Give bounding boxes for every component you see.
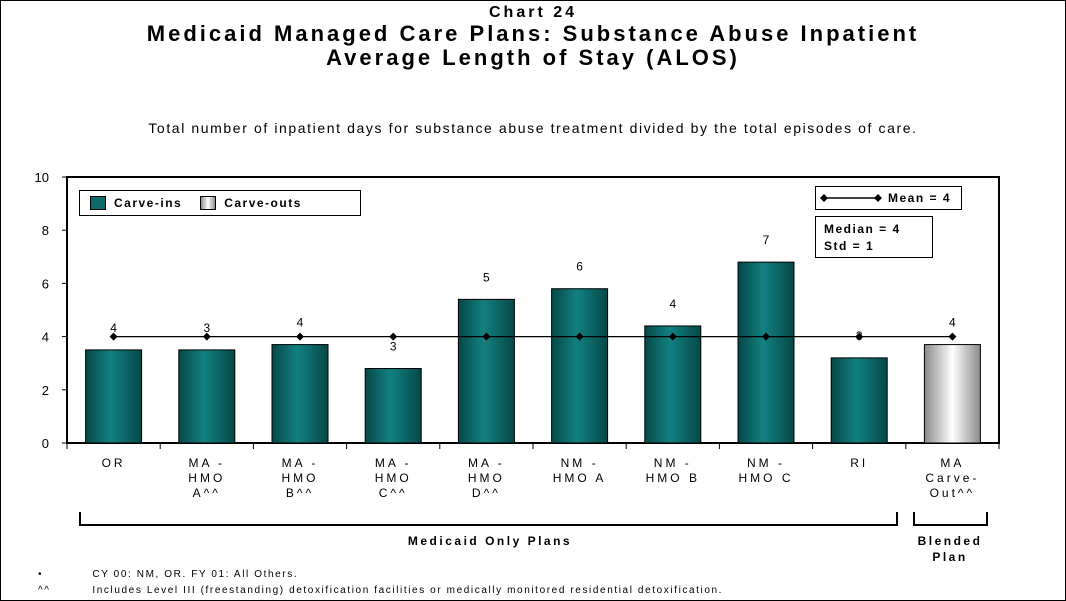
data-label-0: 4 (110, 321, 117, 335)
bar-0 (85, 349, 143, 444)
y-axis: 0 2 4 6 8 10 (35, 170, 67, 451)
y-tick-label-4: 8 (42, 223, 49, 238)
carve-ins-swatch (90, 196, 106, 210)
y-tick-label-3: 6 (42, 276, 49, 291)
mean-marker-0 (109, 332, 118, 341)
bar-8 (830, 357, 888, 444)
bar-7 (737, 261, 795, 444)
bar-3 (364, 368, 422, 444)
bracket-medicaid-only (79, 512, 898, 526)
category-label-0: OR (101, 456, 126, 470)
mean-marker-4 (482, 332, 491, 341)
bar-9 (923, 344, 981, 444)
chart-number: Chart 24 (488, 4, 578, 21)
category-label-6: NM - HMO B (645, 456, 700, 485)
bar-4 (457, 298, 515, 444)
legend-carve-outs-label: Carve-outs (224, 196, 302, 210)
mean-marker-5 (575, 332, 584, 341)
y-tick-label-0: 0 (42, 436, 49, 451)
category-label-7: NM - HMO C (738, 456, 794, 485)
mean-line-legend-icon (820, 194, 882, 202)
legend-carve-ins-label: Carve-ins (114, 196, 183, 210)
stats-box: Median = 4 Std = 1 (815, 216, 933, 258)
y-tick-label-2: 4 (42, 330, 49, 345)
mean-marker-7 (762, 332, 770, 341)
chart-subtitle: Total number of inpatient days for subst… (148, 120, 918, 136)
carve-outs-swatch (200, 196, 217, 210)
mean-marker-9 (948, 332, 957, 341)
bar-6 (644, 325, 702, 444)
mean-marker-3 (389, 332, 398, 341)
data-label-7: 7 (763, 233, 770, 247)
footnote-1-text: CY 00: NM, OR. FY 01: All Others. (92, 569, 299, 580)
category-label-8: RI (850, 456, 869, 470)
bracket-blended (913, 512, 988, 526)
footnote-2-marker: ^^ (38, 585, 51, 596)
data-label-6: 4 (669, 297, 676, 311)
mean-marker-1 (202, 332, 211, 341)
footnote-1: • CY 00: NM, OR. FY 01: All Others. (38, 569, 298, 580)
group-brackets (79, 512, 988, 526)
data-label-9: 4 (949, 316, 956, 330)
category-label-5: NM - HMO A (552, 456, 607, 485)
group-label-medicaid-only: Medicaid Only Plans (407, 534, 573, 548)
bar-1 (178, 349, 236, 444)
group-label-blended: Blended Plan (917, 534, 983, 564)
legend-plan-types: Carve-ins Carve-outs (79, 190, 361, 216)
footnote-1-marker: • (38, 569, 44, 580)
data-label-3: 3 (390, 340, 397, 354)
category-label-1: MA - HMO A^^ (188, 456, 226, 500)
y-tick-label-5: 10 (35, 170, 49, 185)
mean-marker-8 (855, 332, 864, 341)
bar-5 (551, 288, 609, 444)
x-axis (66, 443, 1000, 449)
category-label-9: MA Carve- Out^^ (925, 456, 980, 500)
footnote-2: ^^ Includes Level III (freestanding) det… (38, 585, 723, 596)
legend-mean: Mean = 4 (815, 186, 962, 210)
footnote-2-text: Includes Level III (freestanding) detoxi… (92, 585, 724, 596)
bar-2 (271, 344, 329, 444)
data-label-1: 3 (203, 321, 210, 335)
category-label-3: MA - HMO C^^ (374, 456, 412, 500)
y-tick-label-1: 2 (42, 383, 49, 398)
mean-marker-2 (296, 332, 304, 341)
mean-line (109, 332, 957, 341)
median-label: Median = 4 (824, 222, 901, 236)
data-label-5: 6 (576, 260, 583, 274)
legend-mean-label: Mean = 4 (888, 191, 952, 205)
category-label-2: MA - HMO B^^ (281, 456, 319, 500)
category-label-4: MA - HMO D^^ (467, 456, 505, 500)
chart-title-line-1: Medicaid Managed Care Plans: Substance A… (146, 21, 920, 46)
mean-marker-6 (668, 332, 677, 341)
std-label: Std = 1 (824, 239, 875, 253)
bars: 4343564734 (85, 233, 981, 444)
data-label-2: 4 (297, 316, 304, 330)
chart-title-line-2: Average Length of Stay (ALOS) (326, 45, 740, 70)
data-label-4: 5 (483, 270, 490, 284)
